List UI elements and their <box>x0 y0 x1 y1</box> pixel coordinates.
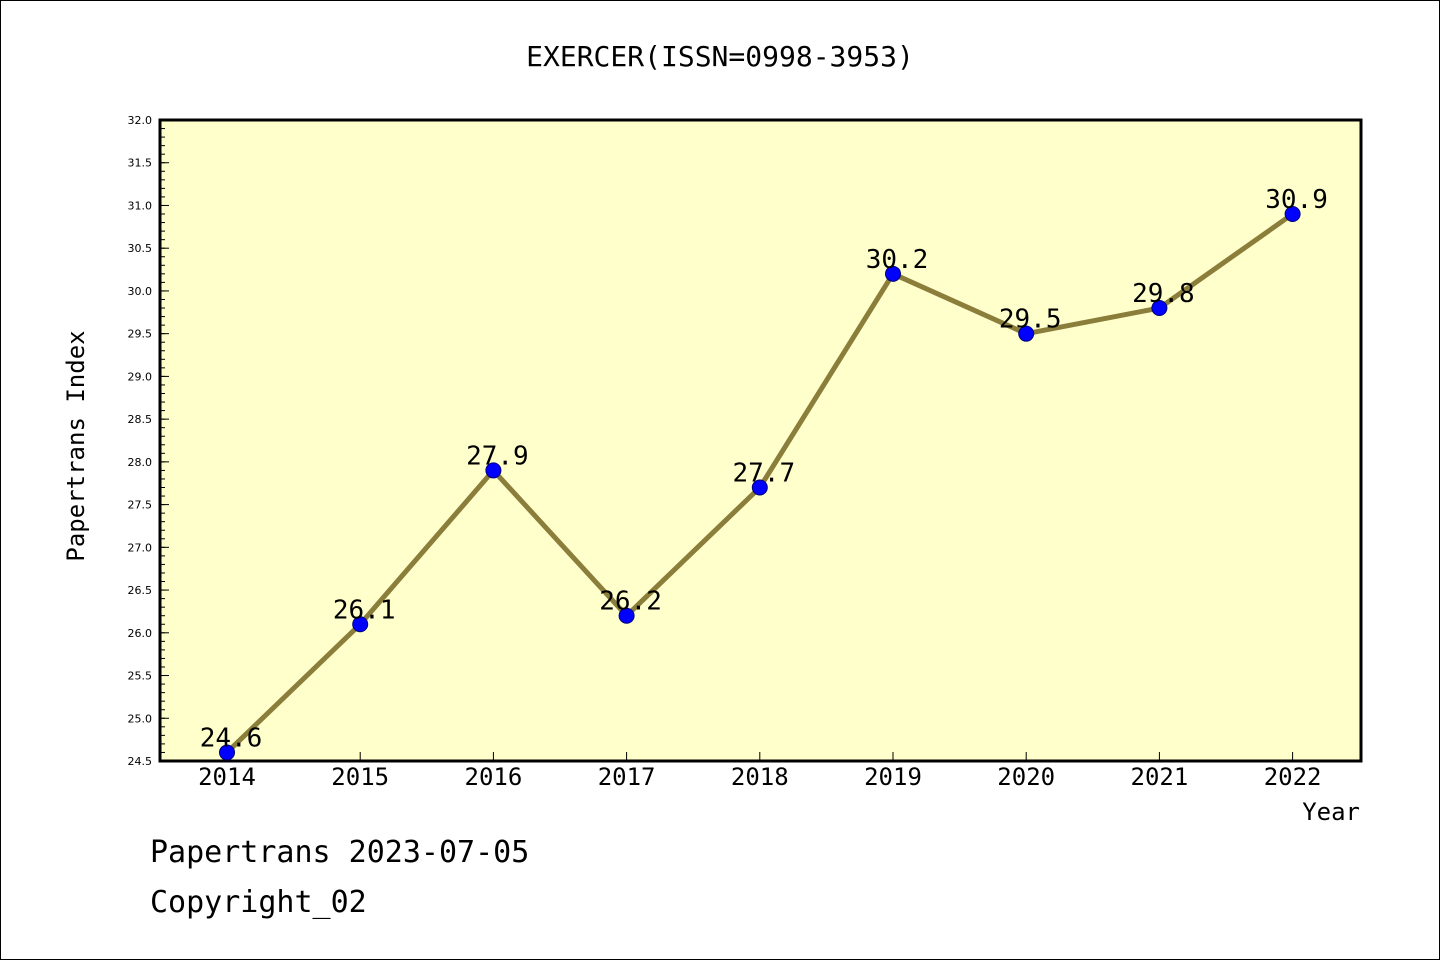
data-label: 30.2 <box>866 245 929 275</box>
data-label: 27.7 <box>732 459 795 489</box>
plot-area <box>158 118 1363 763</box>
y-tick-label: 27.0 <box>128 541 153 554</box>
y-tick-label: 31.5 <box>128 157 153 170</box>
x-tick-label: 2015 <box>331 763 389 791</box>
y-tick-label: 31.0 <box>128 199 153 212</box>
x-tick-label: 2019 <box>864 763 922 791</box>
y-axis: 24.5 25.0 25.5 26.0 26.5 27.0 27.5 28.0 28.5 29.0… <box>128 114 169 768</box>
y-tick-label: 25.0 <box>128 712 153 725</box>
chart-title: EXERCER(ISSN=0998-3953) <box>526 40 914 73</box>
x-tick-label: 2014 <box>198 763 256 791</box>
y-tick-label: 24.5 <box>128 755 153 768</box>
footer-date: Papertrans 2023-07-05 <box>150 835 530 870</box>
data-point <box>485 462 502 479</box>
x-tick-label: 2021 <box>1131 763 1189 791</box>
data-point <box>1151 300 1168 317</box>
y-tick-label: 25.5 <box>128 670 153 683</box>
y-tick-label: 26.5 <box>128 584 153 597</box>
y-tick-label: 30.5 <box>128 242 153 255</box>
y-tick-label: 27.5 <box>128 499 153 512</box>
x-tick-label: 2017 <box>598 763 656 791</box>
data-point <box>1018 325 1035 342</box>
series <box>219 206 1301 761</box>
x-tick-label: 2018 <box>731 763 789 791</box>
x-tick-label: 2022 <box>1264 763 1322 791</box>
data-point <box>1284 206 1301 223</box>
data-point <box>219 744 235 761</box>
data-label: 29.5 <box>999 305 1062 335</box>
data-labels: 24.6 26.1 27.9 26.2 27.7 30.2 29.5 29.8 30.9 <box>200 185 1328 753</box>
footer-copyright: Copyright_02 <box>150 885 367 920</box>
data-label: 27.9 <box>466 441 529 471</box>
data-label: 29.8 <box>1132 279 1195 309</box>
x-tick-label: 2020 <box>997 763 1055 791</box>
y-tick-label: 32.0 <box>128 114 153 127</box>
y-tick-label: 30.0 <box>128 285 153 298</box>
data-label: 24.6 <box>200 723 263 753</box>
y-tick-label: 26.0 <box>128 627 153 640</box>
x-axis-title: Year <box>1302 798 1360 826</box>
data-point <box>751 479 768 496</box>
y-axis-title: Papertrans Index <box>62 330 90 561</box>
data-label: 30.9 <box>1265 185 1328 215</box>
y-tick-label: 28.0 <box>128 456 153 469</box>
data-label: 26.1 <box>333 595 396 625</box>
y-tick-label: 28.5 <box>128 413 153 426</box>
data-point <box>618 607 635 624</box>
data-point <box>885 265 901 282</box>
x-tick-label: 2016 <box>465 763 523 791</box>
x-axis: 2014 2015 2016 2017 2018 2019 2020 2021 2022 <box>198 752 1321 791</box>
data-point <box>352 616 369 633</box>
y-tick-label: 29.5 <box>128 328 153 341</box>
data-label: 26.2 <box>599 587 662 617</box>
y-tick-label: 29.0 <box>128 370 153 383</box>
